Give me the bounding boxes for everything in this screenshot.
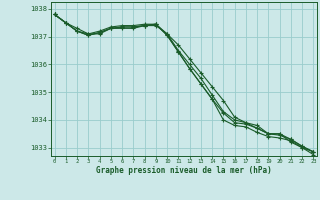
X-axis label: Graphe pression niveau de la mer (hPa): Graphe pression niveau de la mer (hPa)	[96, 166, 272, 175]
